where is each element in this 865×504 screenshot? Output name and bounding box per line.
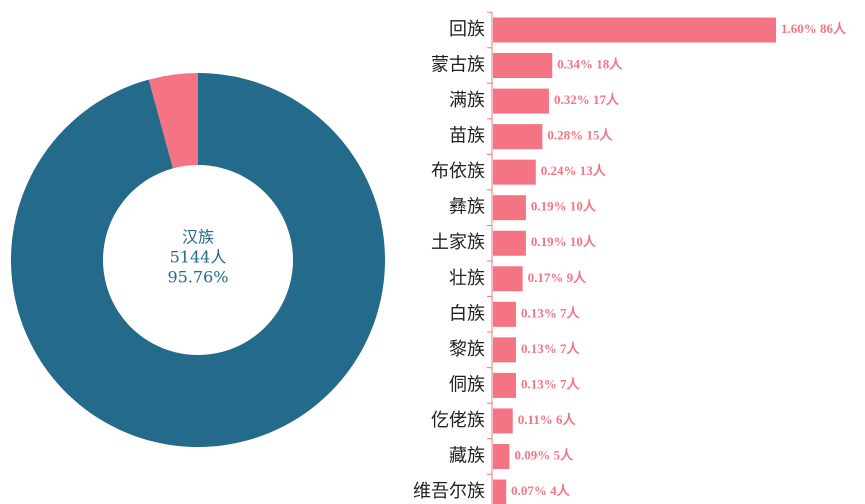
bar	[493, 301, 517, 327]
bar	[493, 266, 523, 292]
value-label: 0.19% 10人	[531, 234, 597, 249]
value-label: 0.32% 17人	[554, 92, 620, 107]
value-label: 0.34% 18人	[557, 57, 623, 72]
category-label: 黎族	[449, 339, 485, 360]
category-label: 回族	[449, 19, 485, 40]
bar	[493, 230, 526, 256]
center-category: 汉族	[182, 228, 214, 247]
value-label: 0.07% 4人	[511, 483, 571, 498]
bar	[493, 88, 549, 114]
donut-slice	[10, 73, 386, 448]
category-label: 藏族	[449, 445, 485, 466]
bar	[493, 159, 536, 185]
category-label: 土家族	[431, 232, 485, 253]
category-label: 仡佬族	[431, 410, 485, 431]
category-label: 维吾尔族	[413, 481, 485, 502]
category-label: 苗族	[449, 126, 485, 147]
bar	[493, 408, 513, 434]
value-label: 0.19% 10人	[531, 199, 597, 214]
bar	[493, 479, 507, 504]
value-label: 0.13% 7人	[521, 305, 581, 320]
center-count: 5144人	[170, 248, 227, 267]
bar	[493, 372, 517, 398]
value-label: 0.13% 7人	[521, 341, 581, 356]
value-label: 0.11% 6人	[518, 412, 577, 427]
value-label: 0.09% 5人	[514, 447, 574, 462]
bar	[493, 53, 553, 79]
category-label: 彝族	[449, 197, 485, 218]
bar	[493, 337, 517, 363]
bar	[493, 17, 776, 43]
bar	[493, 443, 510, 469]
category-label: 白族	[449, 303, 485, 324]
donut-slice	[148, 73, 198, 169]
category-label: 壮族	[449, 268, 485, 289]
category-label: 满族	[449, 90, 485, 111]
value-label: 1.60% 86人	[781, 21, 847, 36]
category-label: 布依族	[431, 161, 485, 182]
value-label: 0.13% 7人	[521, 376, 581, 391]
value-label: 0.24% 13人	[541, 163, 607, 178]
center-percent: 95.76%	[167, 268, 228, 287]
bar	[493, 124, 543, 150]
value-label: 0.28% 15人	[547, 128, 613, 143]
category-label: 蒙古族	[431, 55, 485, 76]
bar	[493, 195, 526, 221]
value-label: 0.17% 9人	[528, 270, 588, 285]
category-label: 侗族	[449, 374, 485, 395]
